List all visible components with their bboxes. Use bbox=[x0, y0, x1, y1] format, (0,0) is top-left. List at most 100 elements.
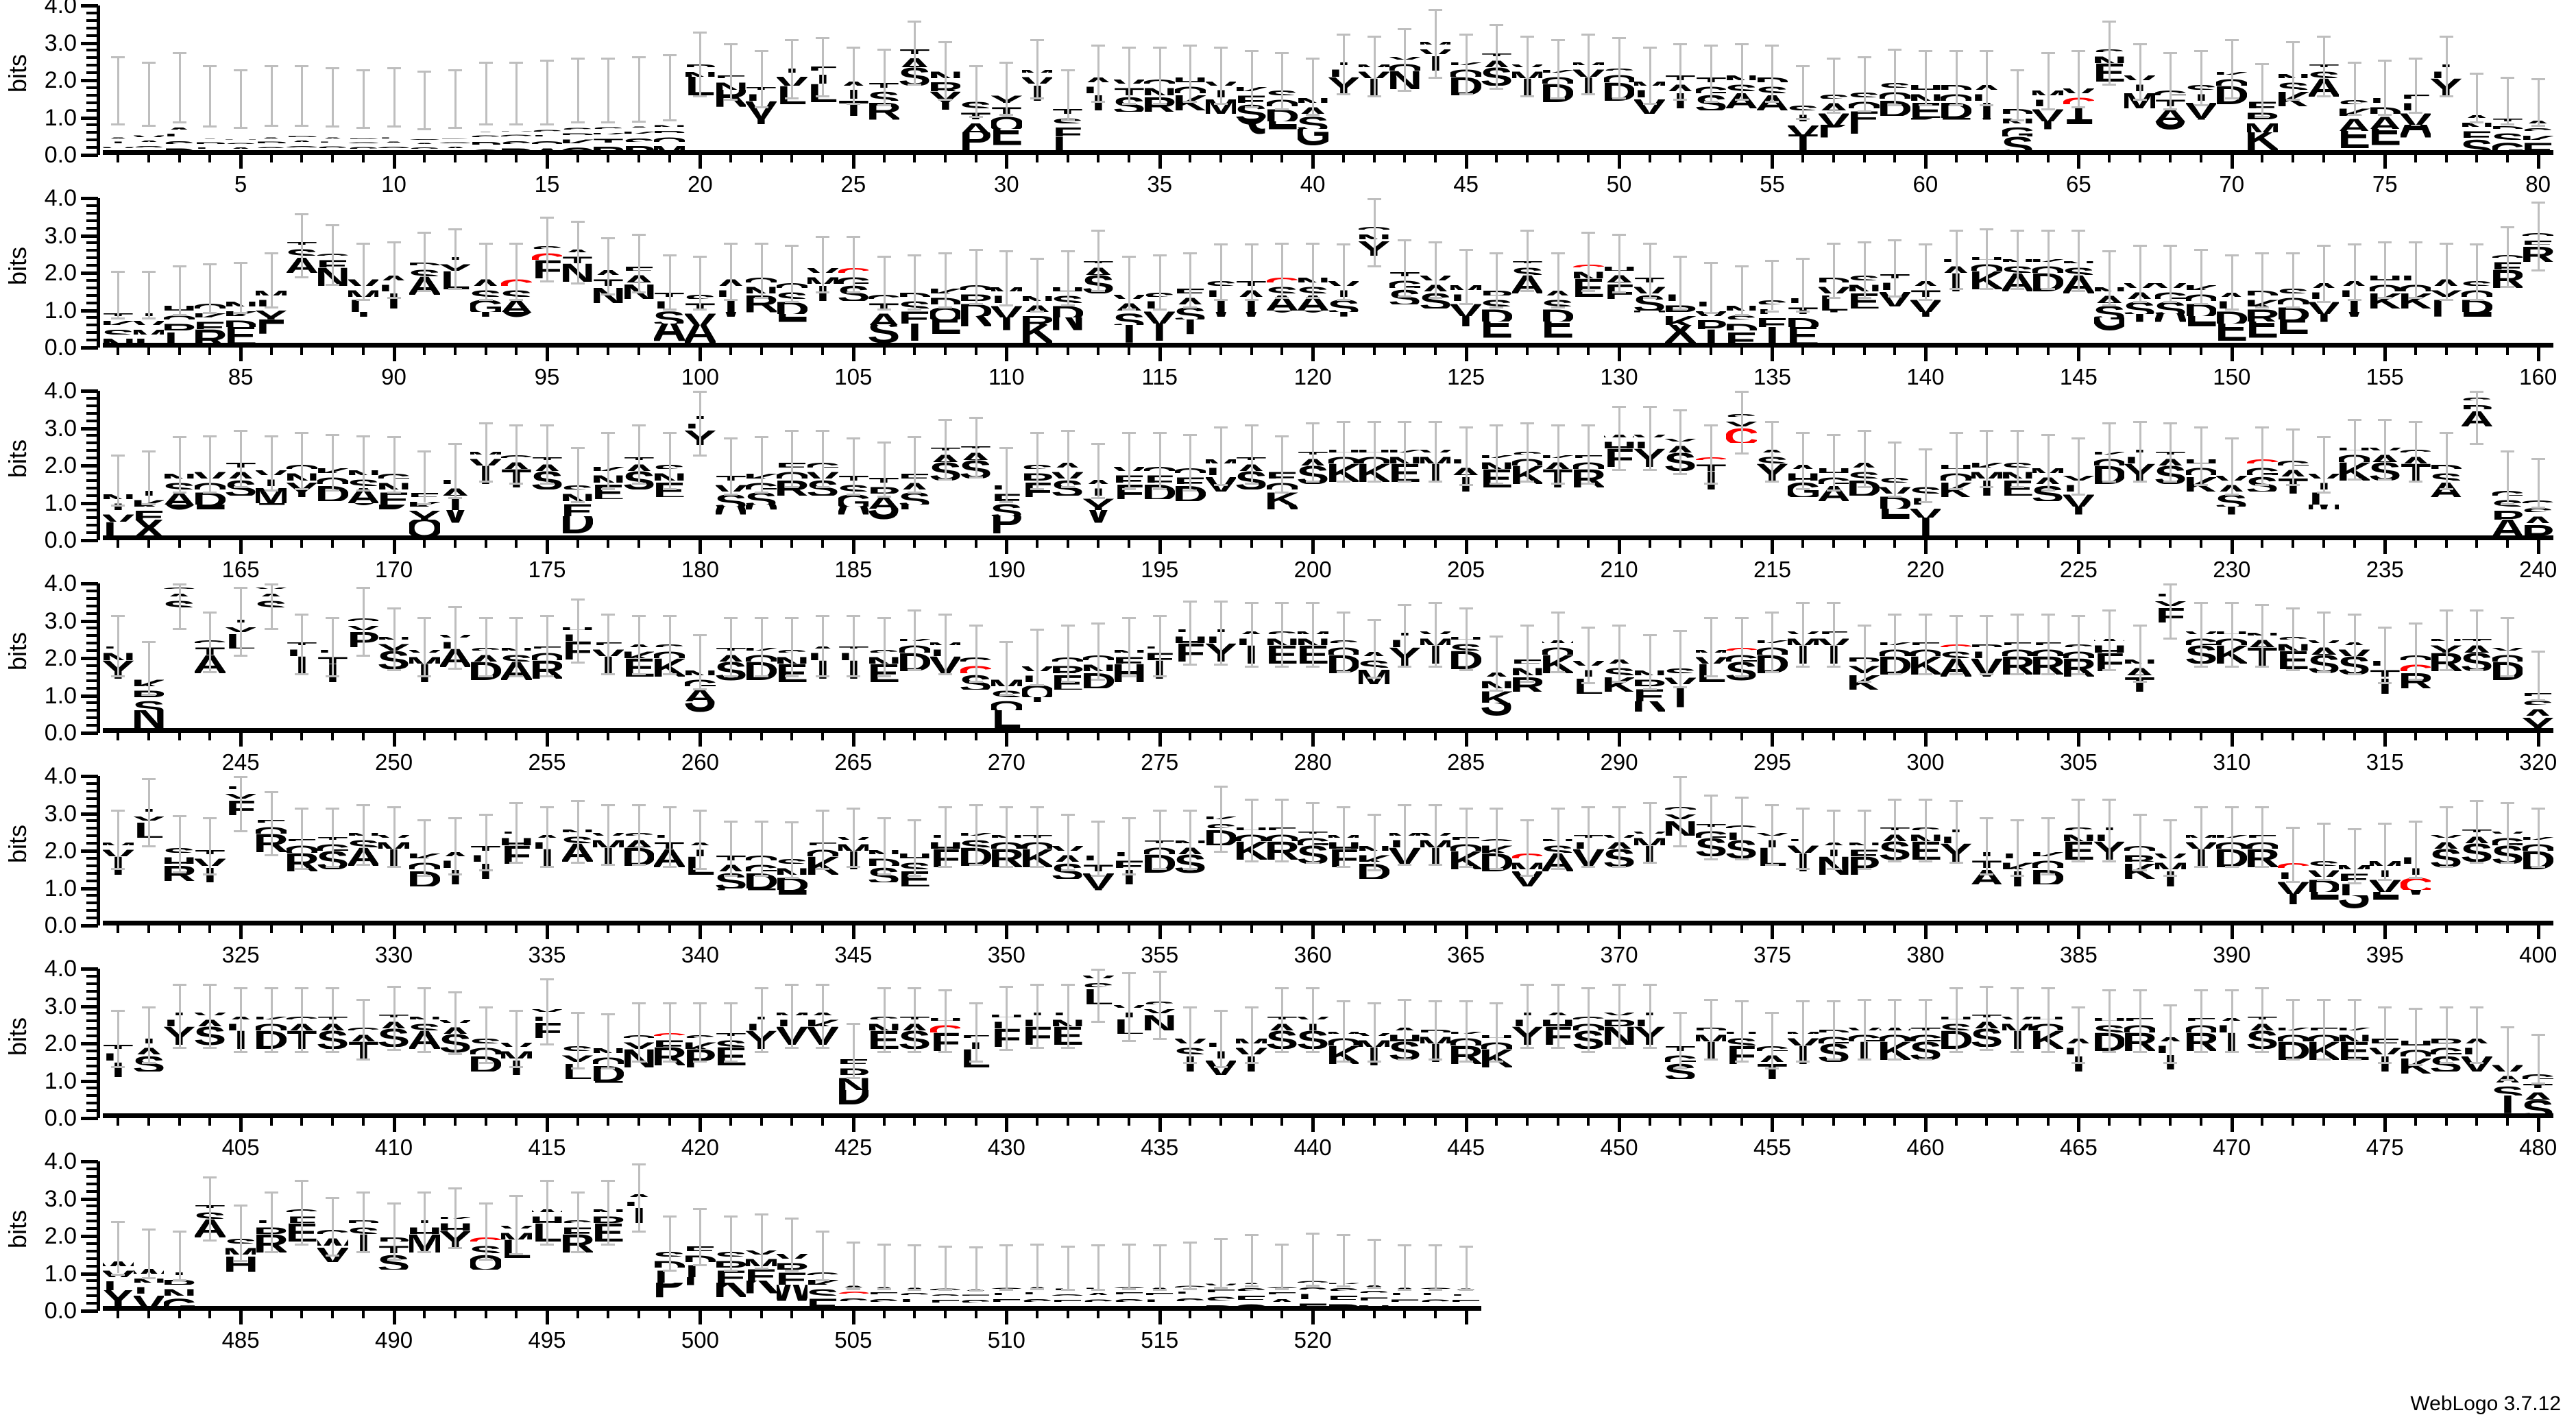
x-tick-minor bbox=[1189, 1311, 1192, 1318]
error-bar-cap-top bbox=[1336, 611, 1350, 614]
x-tick-minor bbox=[117, 540, 120, 548]
error-bar bbox=[1281, 602, 1284, 666]
logo-letter: P bbox=[348, 136, 379, 139]
x-tick-minor bbox=[1954, 925, 1958, 933]
logo-letter: G bbox=[348, 503, 379, 541]
logo-letter: D bbox=[562, 516, 593, 540]
error-bar-cap-top bbox=[142, 450, 156, 453]
logo-letter: K bbox=[777, 496, 807, 540]
plot-area: MVILIYLFSHRKTVIL325LYFWEQRKEQRKTGSANSAG3… bbox=[103, 776, 2557, 967]
y-tick-label: 1.0 bbox=[44, 297, 77, 324]
error-bar bbox=[638, 424, 641, 483]
error-bar-cap-bottom bbox=[172, 871, 186, 873]
plot-area: TKSNIVMLHQRLQKER85NKDEMLYFTSAPGENDVMLI90… bbox=[103, 198, 2557, 389]
logo-letter: A bbox=[164, 123, 195, 130]
logo-letter: I bbox=[1696, 682, 1727, 733]
error-bar-cap-bottom bbox=[999, 114, 1014, 117]
logo-letter: E bbox=[1849, 108, 1880, 123]
error-bar-cap-bottom bbox=[2439, 1062, 2453, 1065]
x-tick-minor bbox=[607, 733, 610, 740]
error-bar-cap-bottom bbox=[1673, 845, 1688, 847]
x-tick-label: 125 bbox=[1447, 364, 1485, 389]
x-tick-label: 465 bbox=[2059, 1135, 2098, 1160]
logo-letter: E bbox=[1450, 95, 1481, 155]
x-tick-minor bbox=[361, 925, 365, 933]
y-tick-label: 3.0 bbox=[44, 222, 77, 249]
error-bar-cap-bottom bbox=[2041, 108, 2055, 110]
error-bar-cap-bottom bbox=[1398, 665, 1412, 668]
logo-letter: F bbox=[1389, 666, 1420, 733]
error-bar bbox=[2537, 651, 2540, 699]
error-bar bbox=[2170, 52, 2172, 108]
error-bar-cap-bottom bbox=[1734, 452, 1749, 455]
logo-letter: K bbox=[103, 316, 134, 325]
error-bar-cap-top bbox=[693, 256, 707, 258]
error-bar-cap-bottom bbox=[2500, 862, 2514, 864]
logo-letter: T bbox=[1206, 1075, 1237, 1118]
error-bar bbox=[1557, 252, 1559, 307]
error-bar bbox=[362, 998, 365, 1058]
x-tick-major bbox=[851, 1311, 855, 1324]
error-bar bbox=[1067, 624, 1069, 681]
error-bar-cap-top bbox=[326, 1196, 340, 1199]
logo-letter: P bbox=[716, 681, 746, 733]
error-bar-cap-top bbox=[295, 987, 309, 990]
x-tick-minor bbox=[729, 1118, 733, 1126]
error-bar-cap-top bbox=[2286, 252, 2300, 255]
error-bar bbox=[1281, 52, 1284, 108]
error-bar-cap-bottom bbox=[908, 1289, 922, 1292]
error-bar-cap-top bbox=[509, 243, 524, 245]
logo-letter: L bbox=[134, 147, 165, 155]
error-bar-cap-top bbox=[1734, 391, 1749, 393]
x-tick-label: 35 bbox=[1147, 171, 1173, 197]
logo-letter: S bbox=[1788, 497, 1819, 540]
logo-letter: V bbox=[2400, 110, 2431, 125]
error-bar bbox=[1740, 265, 1743, 314]
logo-letter: A bbox=[2492, 520, 2523, 540]
logo-letter: I bbox=[2278, 894, 2309, 925]
logo-letter: T bbox=[899, 323, 930, 348]
plot-area: AIVLVASLALSPAPLS5VSALAPSGPAGSALSGPGSA10L… bbox=[103, 5, 2553, 197]
logo-letter: G bbox=[2002, 123, 2033, 136]
logo-letter: L bbox=[409, 1253, 440, 1311]
logo-letter: R bbox=[2247, 306, 2278, 322]
logo-letter: G bbox=[1726, 108, 1757, 155]
error-bar-cap-bottom bbox=[2316, 492, 2331, 494]
x-tick-minor bbox=[1066, 540, 1069, 548]
x-tick-label: 195 bbox=[1141, 557, 1179, 582]
error-bar-cap-top bbox=[1857, 56, 1871, 58]
error-bar-cap-top bbox=[1306, 802, 1320, 805]
error-bar-cap-top bbox=[1152, 254, 1167, 256]
x-tick-label: 265 bbox=[834, 749, 873, 775]
x-tick-minor bbox=[729, 925, 733, 933]
error-bar-cap-top bbox=[1091, 45, 1106, 47]
x-tick-label: 170 bbox=[375, 557, 413, 582]
error-bar bbox=[515, 1009, 518, 1066]
error-bar bbox=[2414, 622, 2417, 679]
error-bar-cap-bottom bbox=[2041, 489, 2055, 492]
y-axis-line bbox=[97, 1161, 100, 1311]
error-bar-cap-bottom bbox=[417, 128, 432, 130]
error-bar bbox=[1434, 1000, 1437, 1058]
x-tick-label: 505 bbox=[834, 1327, 873, 1353]
error-bar-cap-bottom bbox=[1551, 306, 1565, 309]
x-tick-minor bbox=[1035, 733, 1038, 740]
error-bar-cap-bottom bbox=[1152, 867, 1167, 870]
error-bar-cap-top bbox=[2439, 243, 2453, 245]
y-tick-major bbox=[81, 4, 98, 8]
y-tick-minor bbox=[86, 249, 98, 252]
error-bar-cap-bottom bbox=[387, 669, 401, 672]
error-bar-cap-bottom bbox=[1244, 1062, 1259, 1065]
logo-letter: S bbox=[287, 1049, 317, 1118]
error-bar-cap-top bbox=[724, 617, 738, 620]
logo-letter: A bbox=[256, 134, 287, 138]
error-bar bbox=[1679, 43, 1682, 99]
error-bar-cap-bottom bbox=[724, 1060, 738, 1063]
x-tick-label: 200 bbox=[1293, 557, 1332, 582]
error-bar bbox=[1342, 243, 1345, 300]
x-tick-minor bbox=[2292, 925, 2295, 933]
error-bar bbox=[1220, 1009, 1223, 1066]
error-bar-cap-bottom bbox=[2531, 269, 2545, 271]
error-bar-cap-bottom bbox=[1122, 1039, 1137, 1042]
logo-letter: P bbox=[1695, 316, 1727, 329]
